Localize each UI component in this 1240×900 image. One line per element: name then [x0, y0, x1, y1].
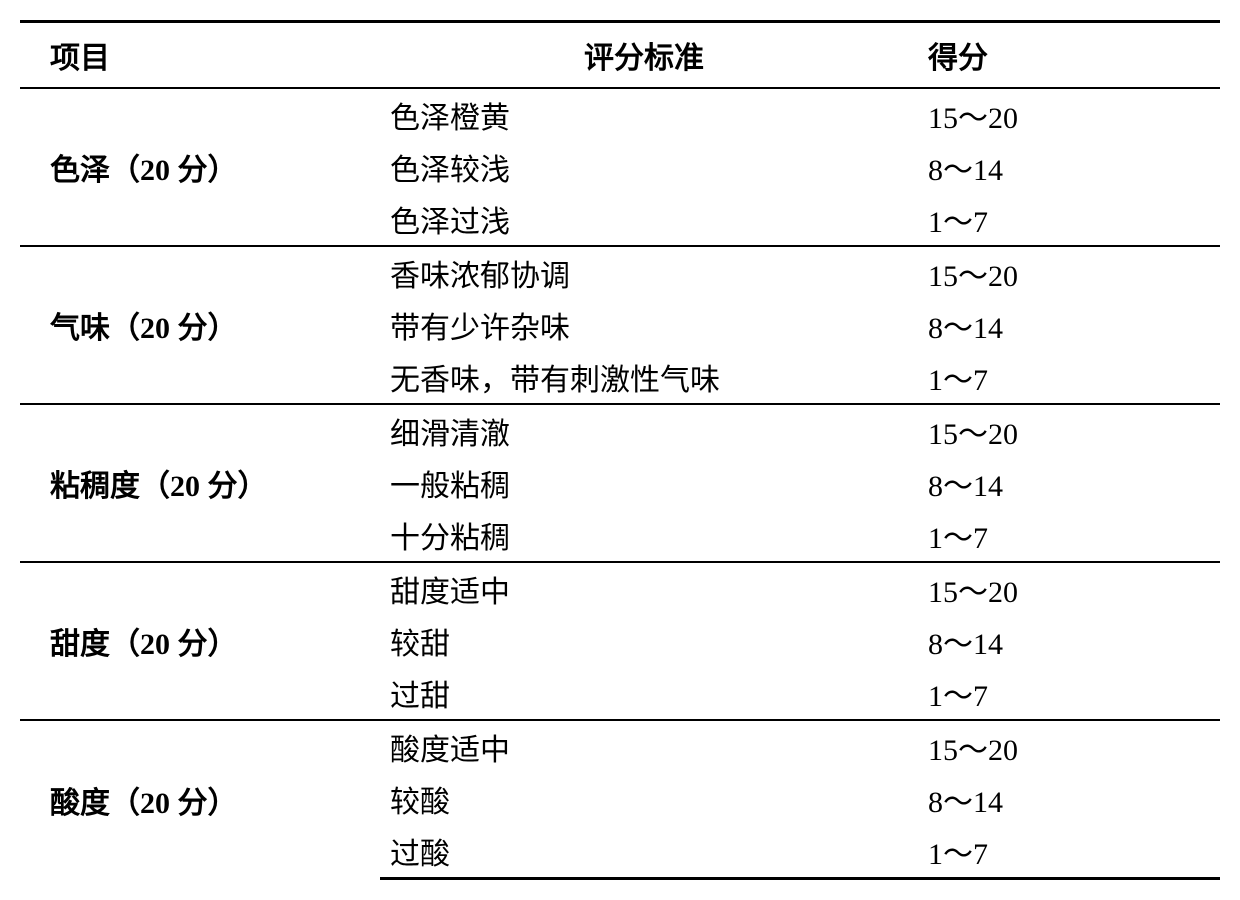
table-row: 甜度（20 分） 甜度适中 15～20 [20, 562, 1220, 615]
table-body: 色泽（20 分） 色泽橙黄 15～20 色泽较浅 8～14 色泽过浅 1～7 气… [20, 88, 1220, 879]
score-cell: 15～20 [908, 88, 1220, 141]
table-row: 酸度（20 分） 酸度适中 15～20 [20, 720, 1220, 773]
score-cell: 1～7 [908, 193, 1220, 246]
item-cell: 色泽（20 分） [20, 88, 380, 246]
score-cell: 1～7 [908, 825, 1220, 879]
header-score: 得分 [908, 22, 1220, 89]
criterion-cell: 酸度适中 [380, 720, 908, 773]
criterion-cell: 十分粘稠 [380, 509, 908, 562]
score-cell: 15～20 [908, 404, 1220, 457]
table-row: 色泽（20 分） 色泽橙黄 15～20 [20, 88, 1220, 141]
criterion-cell: 色泽较浅 [380, 141, 908, 193]
item-cell: 粘稠度（20 分） [20, 404, 380, 562]
score-cell: 8～14 [908, 141, 1220, 193]
item-cell: 酸度（20 分） [20, 720, 380, 879]
criterion-cell: 无香味，带有刺激性气味 [380, 351, 908, 404]
criterion-cell: 过甜 [380, 667, 908, 720]
criterion-cell: 色泽过浅 [380, 193, 908, 246]
score-cell: 8～14 [908, 299, 1220, 351]
score-cell: 8～14 [908, 615, 1220, 667]
criterion-cell: 过酸 [380, 825, 908, 879]
criterion-cell: 一般粘稠 [380, 457, 908, 509]
header-criterion: 评分标准 [380, 22, 908, 89]
score-cell: 15～20 [908, 562, 1220, 615]
criterion-cell: 较甜 [380, 615, 908, 667]
criterion-cell: 带有少许杂味 [380, 299, 908, 351]
score-cell: 8～14 [908, 773, 1220, 825]
criterion-cell: 色泽橙黄 [380, 88, 908, 141]
score-cell: 8～14 [908, 457, 1220, 509]
scoring-table-container: 项目 评分标准 得分 色泽（20 分） 色泽橙黄 15～20 色泽较浅 8～14… [20, 20, 1220, 880]
score-cell: 1～7 [908, 351, 1220, 404]
table-row: 气味（20 分） 香味浓郁协调 15～20 [20, 246, 1220, 299]
item-cell: 气味（20 分） [20, 246, 380, 404]
score-cell: 15～20 [908, 246, 1220, 299]
item-cell: 甜度（20 分） [20, 562, 380, 720]
table-header-row: 项目 评分标准 得分 [20, 22, 1220, 89]
scoring-table: 项目 评分标准 得分 色泽（20 分） 色泽橙黄 15～20 色泽较浅 8～14… [20, 20, 1220, 880]
criterion-cell: 较酸 [380, 773, 908, 825]
criterion-cell: 甜度适中 [380, 562, 908, 615]
score-cell: 15～20 [908, 720, 1220, 773]
header-item: 项目 [20, 22, 380, 89]
table-row: 粘稠度（20 分） 细滑清澈 15～20 [20, 404, 1220, 457]
criterion-cell: 香味浓郁协调 [380, 246, 908, 299]
score-cell: 1～7 [908, 509, 1220, 562]
score-cell: 1～7 [908, 667, 1220, 720]
criterion-cell: 细滑清澈 [380, 404, 908, 457]
